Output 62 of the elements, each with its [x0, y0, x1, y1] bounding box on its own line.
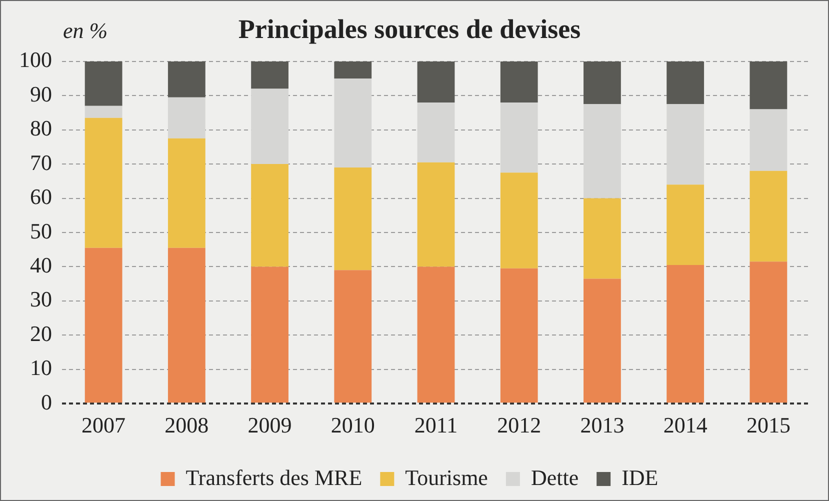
bar: [168, 138, 206, 248]
bar: [750, 262, 788, 403]
bar: [251, 61, 288, 89]
bar: [750, 61, 788, 110]
bar: [666, 61, 704, 104]
x-tick-label: 2014: [663, 412, 708, 438]
bar: [500, 102, 538, 173]
x-tick-label: 2015: [746, 412, 790, 438]
bar: [168, 97, 206, 138]
chart-title: Principales sources de devises: [238, 14, 581, 44]
y-tick-label: 20: [30, 320, 52, 346]
y-tick-label: 100: [19, 47, 52, 72]
x-tick-label: 2012: [497, 412, 542, 438]
bar: [500, 268, 538, 403]
bar: [417, 61, 455, 102]
bar: [168, 61, 206, 98]
bar: [584, 104, 621, 198]
y-tick-label: 80: [30, 116, 52, 141]
x-tick-label: 2009: [248, 412, 292, 438]
bar: [84, 61, 122, 106]
bar: [750, 109, 788, 171]
bar: [334, 78, 372, 168]
x-tick-label: 2011: [414, 412, 458, 438]
y-tick-label: 90: [30, 81, 52, 106]
bar: [584, 61, 621, 104]
y-tick-label: 60: [30, 184, 52, 210]
bar: [666, 184, 704, 266]
bar: [666, 104, 704, 185]
x-tick-label: 2013: [580, 412, 624, 438]
bar: [750, 170, 788, 262]
bar: [666, 265, 704, 403]
bar: [500, 61, 538, 102]
x-tick-label: 2008: [164, 412, 209, 438]
bar: [334, 61, 372, 79]
bar: [584, 198, 621, 279]
legend-label: Dette: [530, 464, 579, 490]
bar: [334, 167, 372, 270]
y-axis-title: en %: [63, 18, 108, 43]
y-tick-label: 50: [30, 218, 52, 244]
legend-label: IDE: [622, 464, 658, 490]
bar: [84, 118, 122, 248]
y-tick-label: 70: [30, 150, 52, 175]
bar: [334, 270, 372, 403]
x-tick-label: 2007: [82, 412, 126, 438]
bar: [584, 278, 621, 403]
y-tick-label: 40: [30, 252, 52, 278]
bar: [84, 248, 122, 403]
bar: [251, 266, 288, 403]
x-tick-label: 2010: [330, 412, 375, 438]
bar: [417, 162, 455, 267]
y-tick-label: 30: [30, 286, 52, 312]
bar: [500, 172, 538, 268]
y-tick-label: 0: [41, 389, 52, 414]
bar: [417, 102, 455, 162]
bar: [417, 266, 455, 403]
bar: [168, 248, 206, 403]
bar: [84, 106, 122, 118]
legend-label: Tourisme: [405, 464, 488, 490]
bar: [251, 164, 288, 267]
legend-label: Transferts des MRE: [186, 464, 362, 490]
bar: [251, 88, 288, 164]
y-tick-label: 10: [30, 355, 52, 380]
